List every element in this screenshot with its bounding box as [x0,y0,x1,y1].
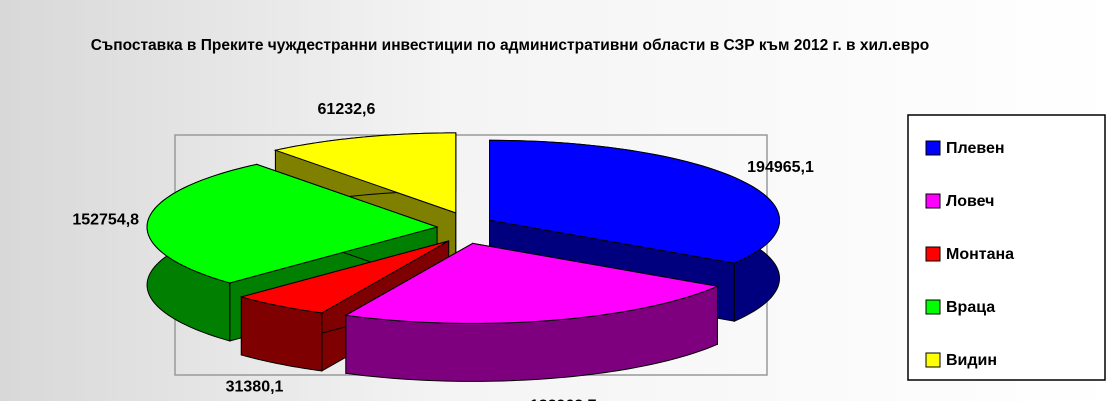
slice-top [489,139,781,264]
slice-top [239,240,449,314]
slice-top [273,132,457,214]
chart-title: Съпоставка в Преките чуждестранни инвест… [90,37,930,54]
legend-swatch [925,246,941,262]
slice [344,242,720,382]
slice-top [344,242,720,324]
legend-label: Монтана [946,246,1014,263]
legend-box [907,114,1106,381]
data-label: 61232,6 [318,101,376,118]
legend-swatch [925,299,941,315]
legend-label: Враца [946,299,995,316]
data-label: 194965,1 [747,159,814,176]
slice-top [146,163,439,284]
legend-label: Ловеч [946,193,994,210]
legend-swatch [925,140,941,156]
legend-label: Плевен [946,140,1005,157]
data-label: 132962,7 [530,397,597,401]
legend-swatch [925,352,941,368]
data-label: 152754,8 [72,211,139,228]
legend-swatch [925,193,941,209]
legend-label: Видин [946,352,997,369]
data-label: 31380,1 [226,379,284,396]
